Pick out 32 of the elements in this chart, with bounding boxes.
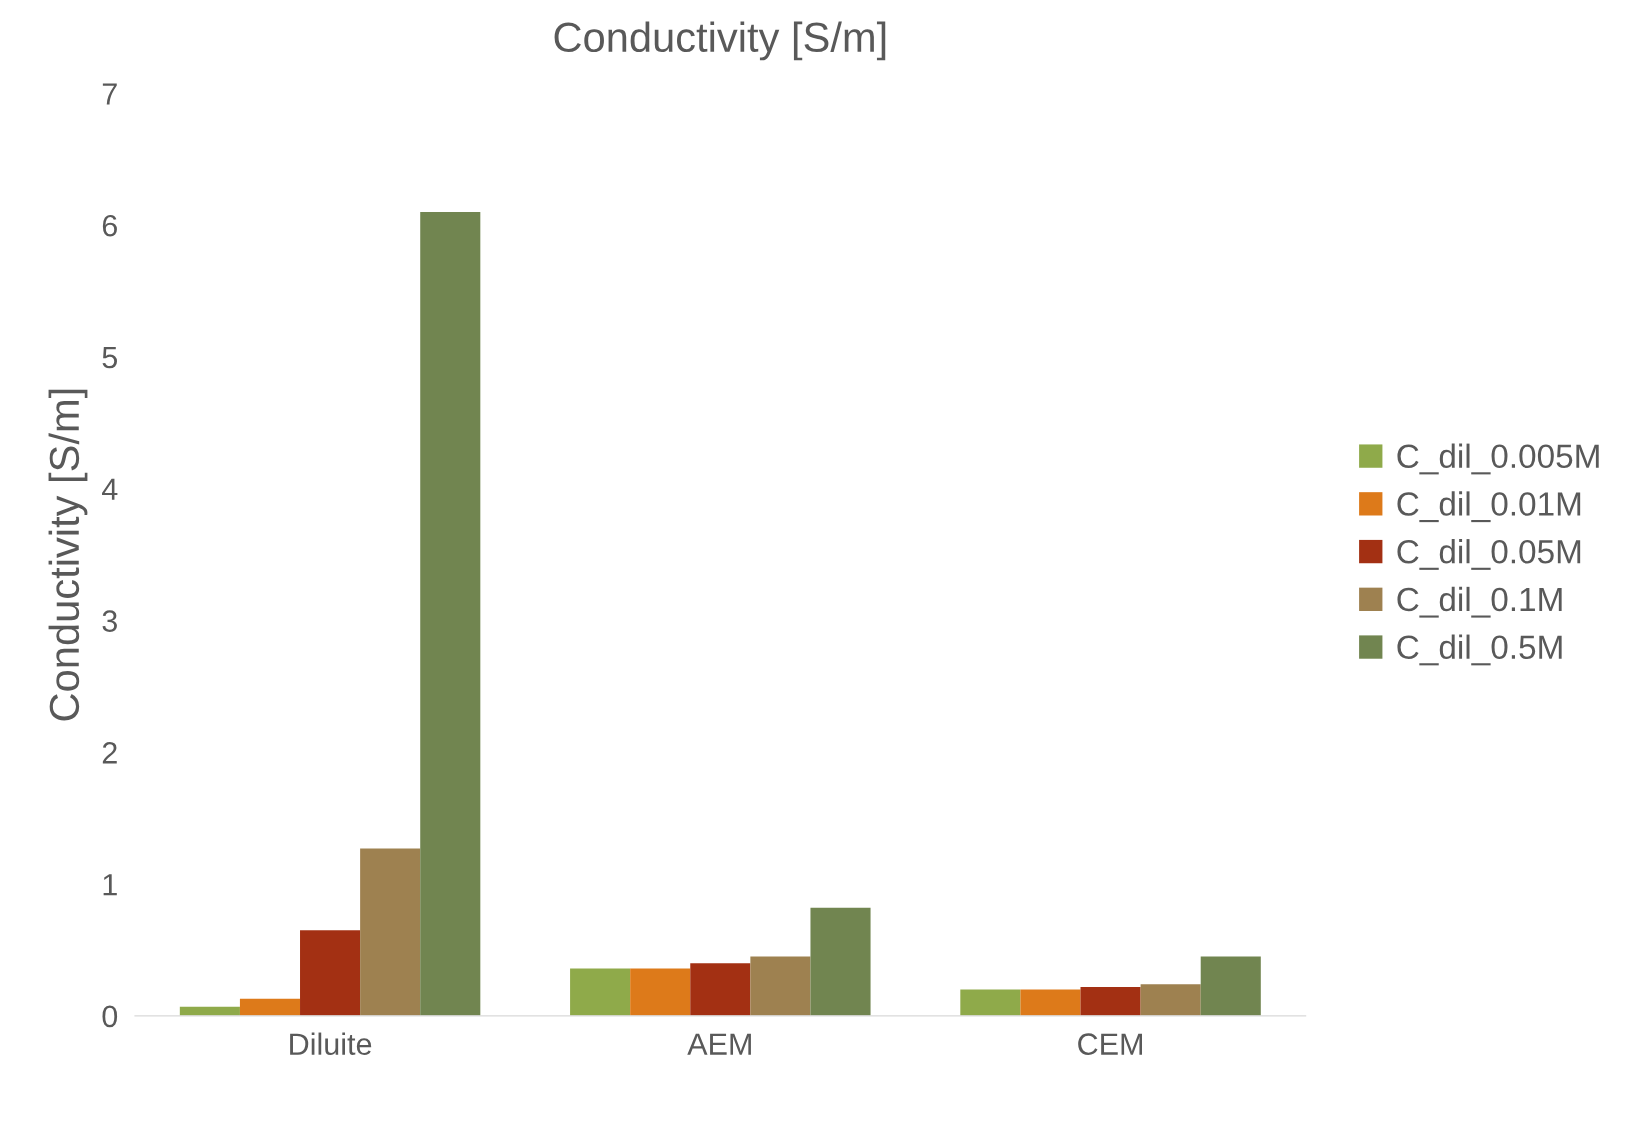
legend-label: C_dil_0.005M — [1397, 443, 1599, 475]
bar — [300, 930, 361, 1016]
bar — [1200, 956, 1261, 1016]
chart-title: Conductivity [S/m] — [554, 21, 886, 61]
bar — [810, 907, 871, 1016]
y-tick-label: 2 — [102, 742, 117, 764]
y-tick-label: 0 — [102, 1005, 118, 1028]
bar — [630, 968, 691, 1016]
y-tick-label: 7 — [102, 83, 117, 105]
bar — [1140, 984, 1201, 1016]
legend-label: C_dil_0.05M — [1397, 539, 1581, 570]
bar — [570, 968, 631, 1016]
legend-label: C_dil_0.1M — [1397, 586, 1562, 618]
x-tick-label: CEM — [1078, 1033, 1142, 1055]
y-tick-label: 4 — [102, 478, 118, 500]
bar — [1080, 986, 1141, 1016]
bar — [750, 956, 811, 1016]
bar — [1020, 989, 1081, 1016]
bar — [239, 998, 301, 1016]
bar — [360, 848, 421, 1016]
legend-label: C_dil_0.01M — [1397, 491, 1581, 523]
y-tick-label: 6 — [102, 214, 117, 237]
x-tick-label: AEM — [687, 1033, 751, 1055]
y-tick-label: 1 — [103, 874, 117, 896]
bar — [420, 211, 481, 1016]
x-tick-label: Diluite — [290, 1032, 372, 1055]
y-tick-label: 3 — [102, 610, 117, 632]
y-axis-title: Conductivity [S/m] — [48, 389, 88, 721]
legend-label: C_dil_0.5M — [1397, 634, 1562, 666]
bar — [690, 963, 751, 1016]
y-tick-label: 5 — [102, 347, 118, 369]
bar — [960, 989, 1021, 1016]
